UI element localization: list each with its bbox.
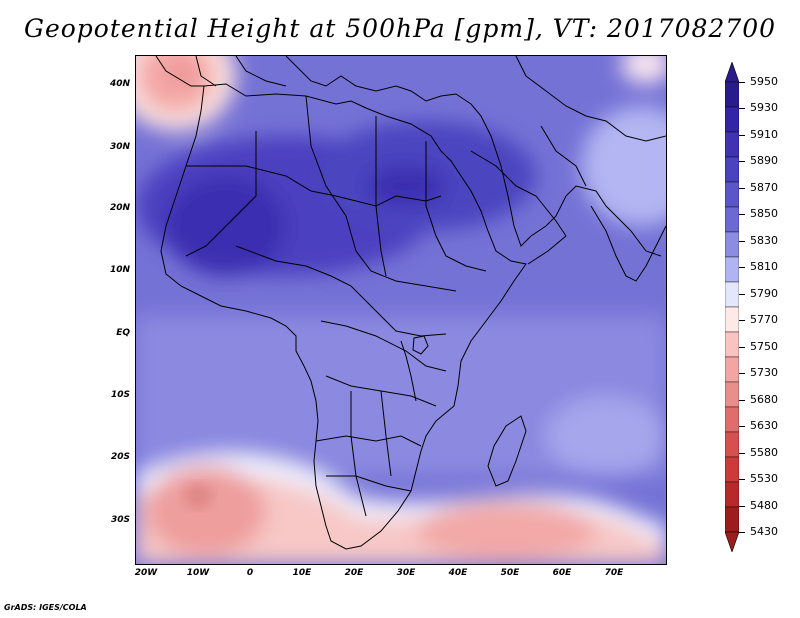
colorbar-segment: [725, 306, 739, 333]
lon-label-10w: 10W: [186, 568, 210, 578]
map-title: Geopotential Height at 500hPa [gpm], VT:…: [23, 14, 777, 43]
colorbar-label: 5430: [750, 525, 778, 538]
colorbar-label: 5950: [750, 75, 778, 88]
colorbar-segment: [725, 481, 739, 508]
coastline: [155, 56, 666, 550]
lon-label-30e: 30E: [396, 568, 416, 578]
colorbar-segment: [725, 431, 739, 458]
colorbar-segment: [725, 231, 739, 258]
colorbar-tick: [739, 452, 745, 454]
lon-label-70e: 70E: [604, 568, 624, 578]
lon-label-0: 0: [246, 568, 254, 578]
lat-label-10s: 10S: [110, 390, 130, 400]
colorbar-segment: [725, 506, 739, 533]
colorbar-segment: [725, 81, 739, 108]
colorbar-tick: [739, 108, 745, 110]
colorbar-tick: [739, 82, 745, 83]
colorbar-label: 5810: [750, 260, 778, 274]
lon-label-20e: 20E: [344, 568, 364, 578]
colorbar-tick: [739, 426, 745, 428]
colorbar-tick: [739, 134, 745, 136]
colorbar-tick: [739, 267, 745, 269]
colorbar-tick: [739, 293, 745, 295]
colorbar-label: 5770: [750, 313, 778, 327]
colorbar-tick: [739, 532, 745, 533]
colorbar-tick: [739, 505, 745, 507]
colorbar-segment: [725, 406, 739, 433]
lat-label-20n: 20N: [109, 203, 130, 213]
colorbar-label: 5890: [750, 154, 778, 168]
colorbar-segment: [725, 106, 739, 133]
colorbar-segment: [725, 206, 739, 233]
colorbar-tick: [739, 399, 745, 401]
lat-label-30n: 30N: [109, 142, 130, 152]
lon-label-40e: 40E: [448, 568, 468, 578]
geopotential-field: [136, 56, 666, 564]
colorbar-label: 5480: [750, 498, 778, 512]
colorbar-label: 5830: [750, 233, 778, 247]
colorbar-label: 5930: [750, 101, 778, 115]
lat-label-10n: 10N: [109, 265, 130, 275]
colorbar-tick: [739, 161, 745, 163]
colorbar-label: 5910: [750, 127, 778, 141]
lon-label-10e: 10E: [292, 568, 312, 578]
colorbar-label: 5790: [750, 286, 778, 300]
lat-label-eq: EQ: [116, 328, 130, 338]
colorbar-label: 5530: [750, 472, 778, 486]
colorbar-label: 5630: [750, 419, 778, 433]
colorbar-tick: [739, 479, 745, 481]
colorbar-label: 5730: [750, 366, 778, 380]
lon-label-50e: 50E: [500, 568, 520, 578]
grads-credit: GrADS: IGES/COLA: [4, 603, 87, 612]
colorbar: [725, 62, 739, 552]
lat-label-30s: 30S: [110, 515, 130, 525]
colorbar-label: 5580: [750, 445, 778, 459]
colorbar-segment: [725, 281, 739, 308]
colorbar-label: 5870: [750, 180, 778, 194]
colorbar-segment: [725, 381, 739, 408]
colorbar-tick: [739, 373, 745, 375]
colorbar-max-arrow: [725, 62, 739, 83]
colorbar-tick: [739, 320, 745, 322]
colorbar-label: 5680: [750, 392, 778, 406]
colorbar-tick: [739, 187, 745, 189]
colorbar-tick: [739, 214, 745, 216]
colorbar-segment: [725, 181, 739, 208]
colorbar-segment: [725, 156, 739, 183]
colorbar-tick: [739, 240, 745, 242]
lon-label-60e: 60E: [552, 568, 572, 578]
lat-label-40n: 40N: [109, 79, 130, 89]
colorbar-tick: [739, 346, 745, 348]
colorbar-segment: [725, 356, 739, 383]
colorbar-segment: [725, 331, 739, 358]
colorbar-min-arrow: [725, 531, 739, 552]
colorbar-label: 5750: [750, 339, 778, 353]
colorbar-segment: [725, 256, 739, 283]
lon-label-20w: 20W: [134, 568, 158, 578]
colorbar-segment: [725, 456, 739, 483]
map-panel: [135, 55, 667, 565]
colorbar-label: 5850: [750, 207, 778, 221]
lat-label-20s: 20S: [110, 452, 130, 462]
colorbar-segment: [725, 131, 739, 158]
